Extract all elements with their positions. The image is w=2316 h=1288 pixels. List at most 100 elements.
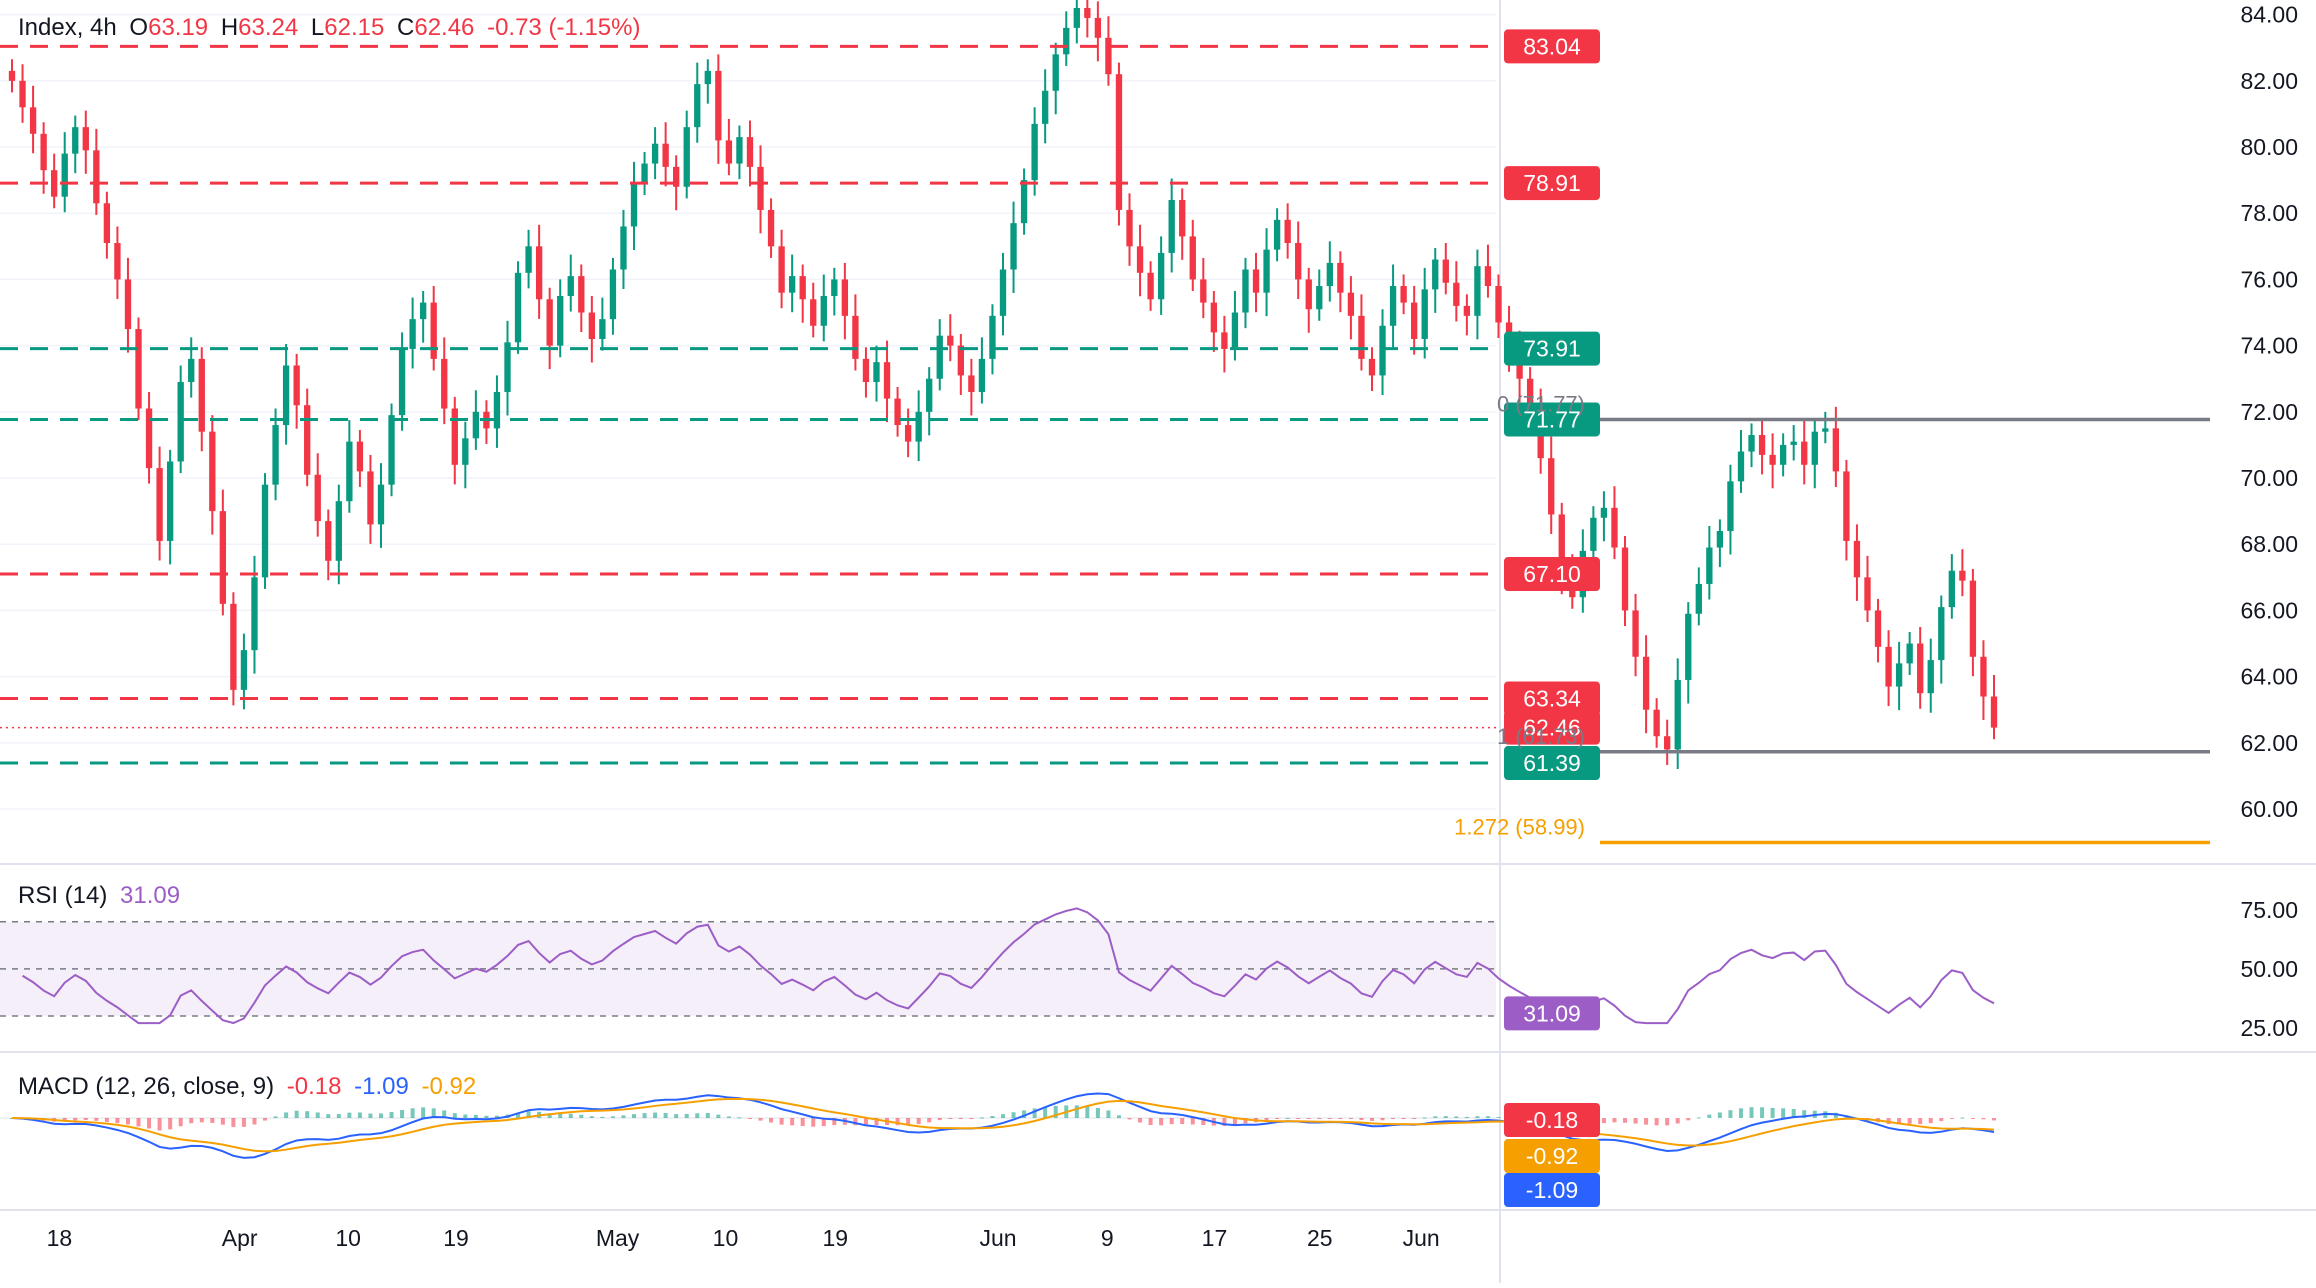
macd-hist-bar: [1992, 1118, 1996, 1121]
rsi-legend-name: RSI (14): [18, 882, 108, 909]
x-tick-label: 25: [1307, 1225, 1333, 1251]
candle: [1379, 325, 1386, 376]
macd-hist-bar: [853, 1118, 858, 1126]
candle: [557, 295, 564, 346]
macd-hist-bar: [263, 1118, 268, 1121]
macd-hist-bar: [1633, 1118, 1638, 1124]
macd-hist-bar: [821, 1118, 826, 1127]
macd-hist-bar: [315, 1112, 320, 1118]
candle: [578, 276, 585, 313]
y-tick-label: 74.00: [2240, 333, 2298, 359]
macd-hist-bar: [1675, 1118, 1680, 1124]
candle: [757, 166, 764, 210]
macd-hist-bar: [779, 1118, 784, 1125]
candle: [841, 279, 849, 316]
macd-hist-bar: [1897, 1118, 1902, 1125]
macd-hist-bar: [1454, 1116, 1459, 1118]
candle: [61, 153, 68, 197]
candle: [93, 150, 100, 204]
candle: [1147, 272, 1154, 300]
y-tick-label: 62.00: [2240, 730, 2298, 756]
macd-hist-bar: [1359, 1118, 1364, 1121]
x-tick-label: 10: [335, 1225, 361, 1251]
legend-open-label: O: [129, 14, 149, 41]
macd-hist-bar: [1001, 1114, 1005, 1118]
candle: [1495, 286, 1502, 323]
candle: [377, 484, 385, 525]
macd-hist-bar: [157, 1118, 162, 1131]
candle: [1231, 312, 1239, 349]
rsi-value-box: [1504, 996, 1600, 1031]
candle: [1674, 679, 1681, 750]
candle: [683, 127, 690, 187]
candle: [1295, 243, 1302, 280]
level-label-box: [1504, 166, 1600, 201]
macd-hist-bar: [1138, 1118, 1143, 1123]
x-tick-label: 10: [713, 1225, 739, 1251]
macd-hist-bar: [1032, 1108, 1037, 1118]
candle: [1031, 123, 1038, 181]
candle: [1853, 540, 1861, 578]
macd-hist-bar: [1433, 1116, 1438, 1118]
candle: [999, 269, 1007, 316]
macd-hist-bar: [1654, 1118, 1659, 1126]
candle: [1284, 219, 1291, 244]
candle: [1200, 279, 1207, 303]
macd-hist-bar: [368, 1113, 373, 1118]
macd-hist-bar: [1095, 1108, 1100, 1118]
candle: [715, 70, 722, 141]
legend-high: 63.24: [238, 14, 299, 41]
candle: [514, 272, 522, 343]
macd-hist-bar: [1918, 1118, 1923, 1125]
macd-hist-bar: [895, 1118, 900, 1126]
macd-hist-bar: [1443, 1116, 1448, 1118]
candle: [1410, 302, 1418, 340]
macd-hist-bar: [610, 1116, 615, 1118]
macd-hist-bar: [916, 1118, 921, 1125]
candle: [198, 358, 205, 432]
macd-hist-bar: [1264, 1118, 1269, 1121]
x-tick-label: Jun: [1403, 1225, 1440, 1251]
macd-hist-bar: [389, 1112, 394, 1118]
candle: [398, 348, 406, 416]
macd-hist-bar: [579, 1114, 584, 1118]
candle: [1432, 259, 1439, 290]
candle: [1453, 282, 1460, 306]
candle: [651, 143, 659, 164]
macd-hist-bar: [1707, 1114, 1712, 1118]
y-tick-label: 64.00: [2240, 664, 2298, 690]
legend-symbol: Index, 4h: [18, 14, 117, 41]
candle: [114, 243, 121, 280]
level-label-box: [1504, 29, 1600, 64]
candle: [1179, 199, 1186, 237]
macd-hist-bar: [906, 1118, 911, 1126]
macd-hist-bar: [1306, 1118, 1311, 1119]
candle: [799, 276, 806, 300]
macd-hist-bar: [863, 1118, 868, 1126]
candle: [915, 411, 922, 442]
candle: [630, 183, 638, 227]
candle: [209, 431, 216, 512]
macd-hist-bar: [83, 1118, 88, 1121]
candle: [1115, 74, 1123, 210]
macd-hist-bar: [421, 1107, 426, 1118]
candle: [1959, 570, 1966, 581]
candle: [177, 382, 184, 462]
candle: [1600, 507, 1608, 518]
candle: [1790, 441, 1797, 445]
candle: [1779, 444, 1787, 465]
candle: [19, 80, 26, 108]
candle: [1337, 262, 1344, 293]
candle: [1632, 610, 1639, 657]
candle: [831, 279, 838, 296]
level-label: 61.39: [1523, 750, 1581, 776]
macd-hist-bar: [1285, 1117, 1290, 1119]
candle: [1927, 660, 1934, 694]
macd-hist-bar: [979, 1117, 984, 1119]
candle: [588, 312, 596, 340]
macd-hist-bar: [1833, 1112, 1838, 1118]
macd-hist-bar: [294, 1110, 299, 1118]
candle: [1706, 547, 1713, 584]
candle: [767, 209, 775, 247]
